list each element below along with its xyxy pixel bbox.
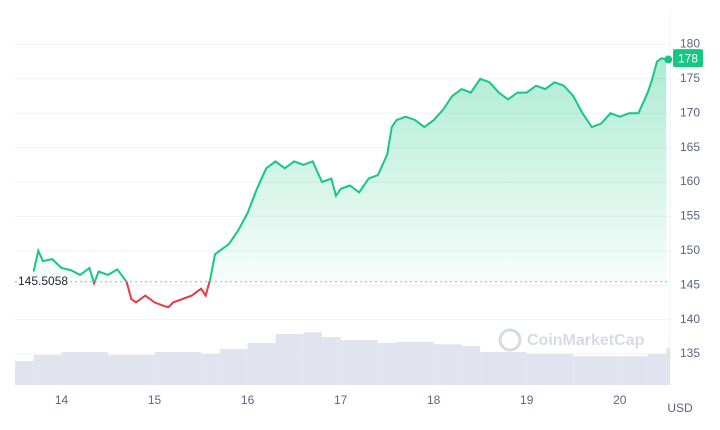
watermark: CoinMarketCap <box>498 328 645 352</box>
volume-bar <box>340 340 378 385</box>
y-tick-label: 180 <box>680 37 700 51</box>
last-price-label: 178 <box>678 51 698 65</box>
x-tick-label: 14 <box>55 393 69 407</box>
volume-bar <box>573 356 620 385</box>
y-axis-label: USD <box>667 401 693 415</box>
last-price-badge <box>673 49 703 68</box>
last-point <box>664 55 673 64</box>
volume-bar <box>377 343 397 385</box>
volume-bar <box>108 355 155 385</box>
volume-bar <box>480 352 527 385</box>
x-tick-label: 17 <box>334 393 348 407</box>
x-tick-label: 20 <box>613 393 627 407</box>
y-tick-label: 165 <box>680 140 700 154</box>
y-tick-label: 175 <box>680 71 700 85</box>
volume-bar <box>154 352 202 385</box>
volume-bar <box>666 347 670 385</box>
y-tick-label: 135 <box>680 346 700 360</box>
volume-bar <box>275 334 304 385</box>
watermark-text: CoinMarketCap <box>527 332 645 349</box>
volume-bar <box>461 346 481 385</box>
volume-bar <box>619 356 648 385</box>
x-tick-label: 15 <box>148 393 162 407</box>
y-tick-label: 150 <box>680 243 700 257</box>
y-tick-label: 140 <box>680 312 700 326</box>
volume-bar <box>647 353 667 385</box>
volume-bar <box>396 341 434 385</box>
volume-bar <box>219 349 248 385</box>
x-tick-label: 19 <box>520 393 534 407</box>
price-line-below <box>92 281 211 309</box>
y-tick-label: 160 <box>680 174 700 188</box>
volume-bar <box>15 361 34 385</box>
volume-bar <box>322 337 341 385</box>
area-fill <box>33 58 667 282</box>
volume-bar <box>33 355 62 385</box>
volume-bar <box>247 343 276 385</box>
volume-bar <box>61 352 109 385</box>
volume-bar <box>201 353 220 385</box>
volume-bar <box>526 353 574 385</box>
x-tick-label: 18 <box>427 393 441 407</box>
y-tick-label: 170 <box>680 105 700 119</box>
volume-bar <box>303 332 323 385</box>
volume-bar <box>433 344 462 385</box>
y-tick-label: 145 <box>680 277 700 291</box>
x-tick-label: 16 <box>241 393 255 407</box>
y-tick-label: 155 <box>680 209 700 223</box>
price-line <box>32 57 667 282</box>
